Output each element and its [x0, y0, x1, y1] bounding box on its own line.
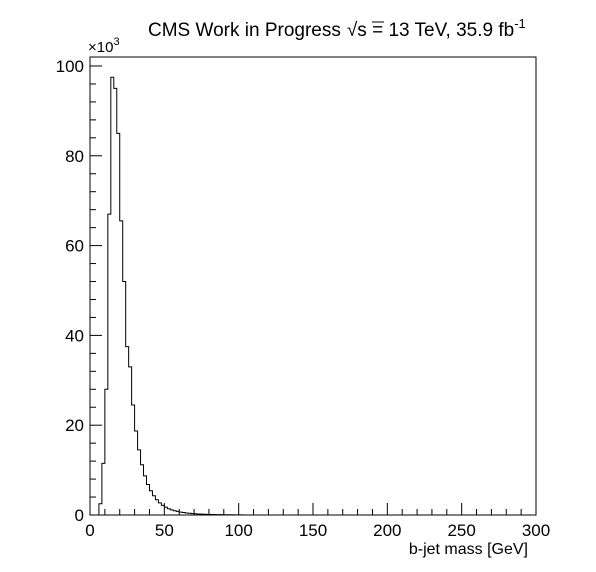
x-tick-label: 300 — [522, 521, 550, 540]
x-tick-label: 50 — [155, 521, 174, 540]
title-prefix: CMS Work in Progress — [148, 20, 341, 41]
x-tick-label: 200 — [373, 521, 401, 540]
y-tick-label: 80 — [65, 147, 84, 166]
x-tick-label: 250 — [447, 521, 475, 540]
title-sqrt-s: √s — [347, 20, 367, 41]
y-tick-label: 20 — [65, 416, 84, 435]
x-axis: 0 50 100 150 200 250 300 — [85, 503, 550, 540]
x-axis-title: b-jet mass [GeV] — [409, 541, 528, 558]
y-tick-label: 100 — [56, 57, 84, 76]
y-multiplier-exponent: 3 — [113, 36, 119, 48]
histogram-line — [90, 76, 245, 516]
y-tick-label: 60 — [65, 237, 84, 256]
x-tick-label: 100 — [224, 521, 252, 540]
y-tick-label: 40 — [65, 326, 84, 345]
plot-frame — [89, 56, 537, 516]
x-tick-label: 150 — [299, 521, 327, 540]
y-axis: 0 20 40 60 80 100 — [56, 57, 102, 525]
y-multiplier: ×103 — [88, 36, 120, 56]
title-superscript: -1 — [514, 16, 526, 31]
y-multiplier-base: ×10 — [88, 39, 113, 56]
chart-title: CMS Work in Progress √s = 13 TeV, 35.9 fb… — [148, 16, 526, 41]
title-suffix: = 13 TeV, 35.9 fb — [367, 20, 514, 41]
x-tick-label: 0 — [85, 521, 94, 540]
y-tick-label: 0 — [75, 506, 84, 525]
chart-title-text: CMS Work in Progress √s = 13 TeV, 35.9 fb… — [148, 16, 526, 41]
